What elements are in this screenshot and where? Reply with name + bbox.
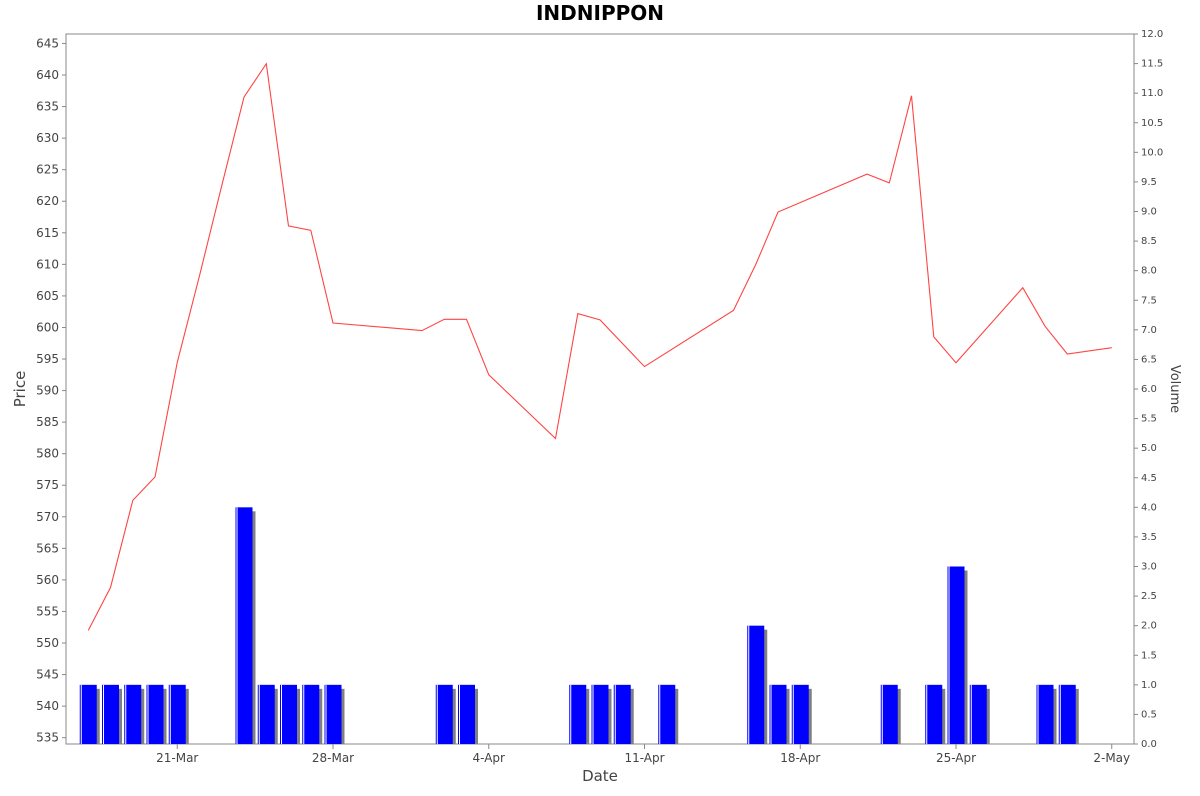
price-tick-label: 625 [36, 163, 59, 177]
date-tick-label: 21-Mar [156, 751, 198, 765]
volume-tick-label: 1.5 [1141, 650, 1157, 661]
date-tick-label: 25-Apr [936, 751, 976, 765]
volume-bar [235, 507, 253, 744]
volume-bar [146, 684, 164, 744]
volume-bar [769, 684, 787, 744]
date-tick-label: 28-Mar [312, 751, 354, 765]
volume-tick-label: 1.0 [1141, 680, 1157, 691]
price-tick-label: 535 [36, 731, 59, 745]
price-tick-label: 575 [36, 478, 59, 492]
volume-bar [747, 625, 765, 744]
price-tick-label: 630 [36, 131, 59, 145]
volume-bar [569, 684, 587, 744]
volume-tick-label: 3.0 [1141, 562, 1157, 573]
volume-bar [257, 684, 275, 744]
price-tick-label: 540 [36, 699, 59, 713]
volume-bar [124, 684, 142, 744]
volume-tick-label: 2.5 [1141, 591, 1157, 602]
price-line-series [87, 62, 1112, 631]
volume-bar [102, 684, 119, 744]
volume-tick-label: 6.0 [1141, 384, 1157, 395]
volume-tick-label: 8.0 [1141, 266, 1157, 277]
date-axis: 21-Mar 28-Mar 4-Apr 11-Apr 18-Apr 25-Apr 2-May [156, 744, 1130, 765]
volume-tick-label: 9.0 [1141, 207, 1157, 218]
price-tick-label: 605 [36, 289, 59, 303]
volume-tick-label: 7.0 [1141, 325, 1157, 336]
price-tick-label: 560 [36, 573, 59, 587]
volume-tick-label: 4.0 [1141, 502, 1157, 513]
volume-tick-label: 11.5 [1141, 59, 1163, 70]
y2-axis-label: Volume [1167, 365, 1182, 413]
volume-tick-label: 0.0 [1141, 739, 1157, 750]
volume-bar [613, 684, 631, 744]
volume-tick-label: 5.5 [1141, 414, 1157, 425]
volume-tick-label: 9.5 [1141, 177, 1157, 188]
price-tick-label: 600 [36, 320, 59, 334]
price-tick-label: 580 [36, 447, 59, 461]
y-axis-label: Price [11, 371, 29, 408]
volume-tick-label: 3.5 [1141, 532, 1157, 543]
price-tick-label: 545 [36, 668, 59, 682]
date-tick-label: 18-Apr [780, 751, 820, 765]
volume-bar [791, 684, 809, 744]
volume-tick-label: 10.0 [1141, 147, 1163, 158]
volume-tick-label: 4.5 [1141, 473, 1157, 484]
volume-tick-label: 11.0 [1141, 88, 1163, 99]
date-tick-label: 11-Apr [624, 751, 664, 765]
volume-bar [435, 684, 453, 744]
price-tick-label: 615 [36, 226, 59, 240]
volume-tick-label: 12.0 [1141, 29, 1163, 40]
date-tick-label: 4-Apr [473, 751, 506, 765]
volume-bar [1058, 684, 1076, 744]
volume-tick-label: 0.5 [1141, 709, 1157, 720]
volume-tick-label: 10.5 [1141, 118, 1163, 129]
volume-bar [591, 684, 609, 744]
volume-bars [79, 507, 1079, 744]
volume-bar [324, 684, 342, 744]
price-tick-label: 645 [36, 36, 59, 50]
chart-title: INDNIPPON [536, 1, 664, 25]
price-tick-label: 570 [36, 510, 59, 524]
price-tick-label: 590 [36, 384, 59, 398]
volume-tick-label: 5.0 [1141, 443, 1157, 454]
volume-tick-label: 7.5 [1141, 295, 1157, 306]
volume-bar [880, 684, 898, 744]
price-tick-label: 635 [36, 100, 59, 114]
price-tick-label: 585 [36, 415, 59, 429]
volume-axis: 0.0 0.5 1.0 1.5 2.0 2.5 3.0 3.5 4.0 4.5 5.0 5.5 6.0 6… [1134, 29, 1163, 750]
volume-bar [168, 684, 186, 744]
x-axis-label: Date [582, 767, 618, 785]
volume-bar [947, 566, 965, 744]
price-tick-label: 620 [36, 194, 59, 208]
price-line [87, 62, 1112, 631]
plot-area [65, 33, 1135, 745]
volume-bar [925, 684, 943, 744]
volume-tick-label: 2.0 [1141, 621, 1157, 632]
price-tick-label: 640 [36, 68, 59, 82]
volume-bar [458, 684, 475, 744]
volume-bar [79, 684, 97, 744]
price-tick-label: 550 [36, 636, 59, 650]
volume-bar [280, 684, 297, 744]
price-tick-label: 555 [36, 604, 59, 618]
volume-bar [1036, 684, 1054, 744]
price-axis: 535 540 545 550 555 560 565 570 575 580 585 590 595 6… [36, 36, 66, 745]
price-tick-label: 595 [36, 352, 59, 366]
price-tick-label: 565 [36, 541, 59, 555]
volume-bar [658, 684, 676, 744]
volume-tick-label: 6.5 [1141, 354, 1157, 365]
volume-tick-label: 8.5 [1141, 236, 1157, 247]
price-tick-label: 610 [36, 257, 59, 271]
volume-bar [302, 684, 320, 744]
date-tick-label: 2-May [1093, 751, 1130, 765]
volume-bar [969, 684, 987, 744]
